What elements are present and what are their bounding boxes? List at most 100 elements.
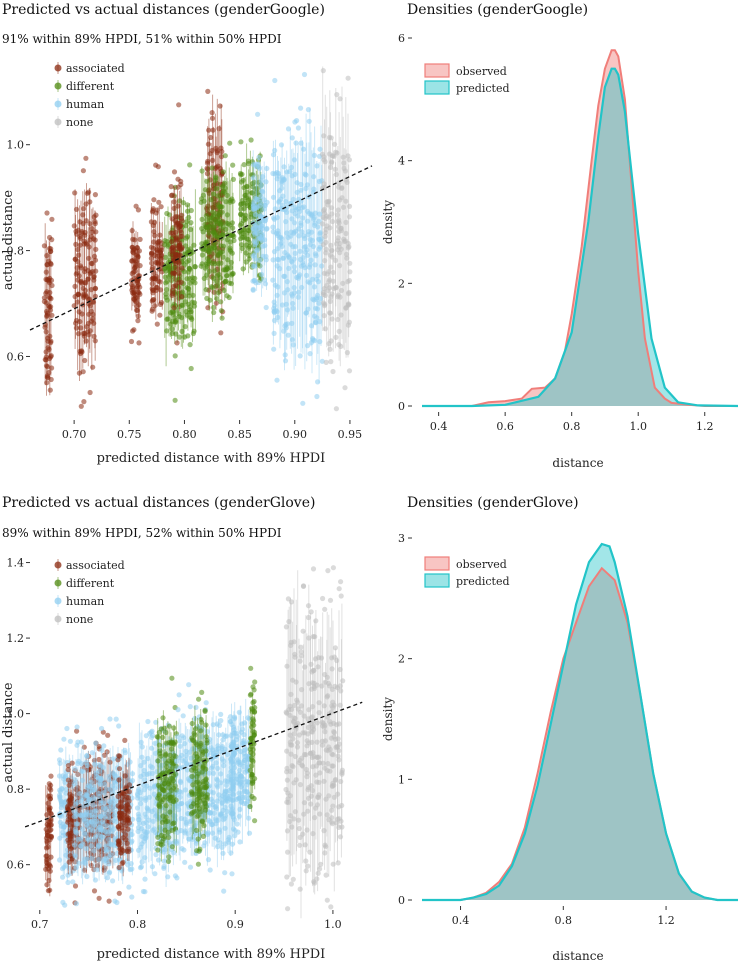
data-point [228,742,234,748]
data-point [347,260,353,266]
data-point [80,841,86,847]
data-point [322,606,328,612]
data-point [291,639,297,645]
data-point [59,813,65,819]
data-point [274,263,280,269]
data-point [243,195,249,201]
data-point [289,173,295,179]
data-point [293,140,299,146]
data-point [291,264,297,270]
y-tick-label: 4 [398,155,405,168]
data-point [159,771,165,778]
data-point [301,204,307,210]
data-point [142,777,148,783]
data-point [64,798,70,804]
data-point [83,822,89,828]
data-point [340,154,346,160]
y-tick-label: 2 [398,277,405,290]
legend-swatch-predicted [424,80,450,95]
legend-label-different: different [66,577,115,590]
data-point [190,765,196,771]
data-point [84,762,90,769]
data-point [229,743,235,749]
data-point [49,312,55,318]
data-point [335,753,341,759]
data-point [133,258,139,264]
data-point [100,729,106,735]
data-point [175,258,181,264]
data-point [176,252,182,258]
data-point [216,204,222,210]
data-point [204,160,211,166]
data-point [125,862,131,868]
data-point [170,740,176,746]
data-point [193,740,199,746]
data-point [324,812,330,818]
data-point [67,833,73,839]
data-point [201,758,207,764]
data-point [64,806,71,812]
data-point [46,823,52,829]
data-point [176,314,182,320]
data-point [163,268,169,274]
data-point [241,226,247,233]
data-point [311,284,318,290]
data-point [117,815,123,822]
data-point [156,785,162,792]
data-point [202,840,208,846]
data-point [147,785,153,791]
data-point [77,803,83,810]
data-point [150,275,156,281]
data-point [49,282,55,289]
data-point [115,838,121,844]
data-point [335,238,341,244]
data-point [159,783,165,789]
data-point [157,279,163,285]
data-point [284,748,290,754]
data-point [316,760,322,766]
data-point [203,802,210,808]
data-point [172,270,178,277]
data-point [334,685,341,691]
data-point [194,757,200,763]
data-point [226,788,232,794]
data-point [161,781,168,787]
data-point [61,864,67,870]
data-point [309,686,315,692]
data-point [91,815,97,821]
data-point [214,273,220,279]
data-point [326,279,332,285]
data-point [116,784,122,790]
data-point [242,757,248,764]
data-point [89,786,95,792]
data-point [165,722,171,728]
data-point [76,860,82,866]
data-point [44,840,50,846]
data-point [74,299,80,305]
data-point [171,756,177,762]
data-point [156,742,162,748]
data-point [240,763,246,770]
data-point [43,853,49,859]
data-point [256,236,262,242]
data-point [134,295,140,301]
data-point [175,252,181,259]
data-point [260,174,266,180]
data-point [153,750,159,757]
data-point [120,815,126,821]
data-point [334,743,340,750]
data-point [312,319,318,325]
data-point [132,298,138,304]
data-point [88,781,94,787]
data-point [149,734,155,740]
data-point [340,678,346,684]
data-point [313,276,320,282]
data-point [197,848,203,854]
data-point [90,823,96,829]
data-point [248,137,254,143]
data-point [161,769,167,775]
data-point [153,162,159,168]
data-point [246,739,252,745]
data-point [95,844,101,850]
data-point [59,786,65,792]
